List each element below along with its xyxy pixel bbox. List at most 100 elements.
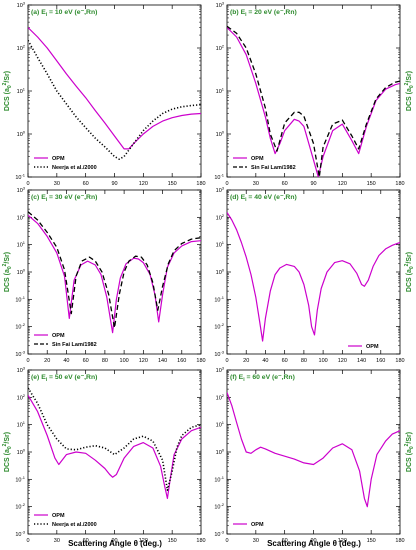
y-tick-label: 102 [17,44,26,53]
y-tick-exponent: 3 [222,186,225,191]
x-tick-label: 120 [139,181,148,187]
x-tick-label: 90 [111,538,117,544]
y-tick-base: 10 [214,325,220,331]
legend-label: OPM [251,522,264,528]
x-tick-label: 140 [158,358,167,364]
y-tick-exponent: 1 [23,87,26,92]
panel-title-prefix: (f) E [230,374,244,381]
y-axis-label-subscript: 0 [7,266,13,269]
y-tick-label: 100 [216,268,225,277]
y-tick-exponent: 3 [23,366,26,371]
x-tick-label: 90 [310,181,316,187]
y-axis-label: DCS (a02/Sr) [404,252,415,292]
panel-title: (c) Ei = 30 eV (e⁻,Rn) [31,194,97,203]
y-tick-label: 102 [216,44,225,53]
y-tick-exponent: 3 [23,186,26,191]
y-tick-base: 10 [17,215,23,221]
y-axis-label-prefix: DCS (a [4,88,11,111]
panel-title-prefix: (e) E [31,374,46,381]
y-tick-base: 10 [17,89,23,95]
y-tick-base: 10 [17,3,23,9]
panel-title: (e) Ei = 50 eV (e⁻,Rn) [31,374,97,383]
y-tick-label: 103 [17,366,26,375]
series-line-opm [227,212,400,342]
y-tick-label: 10-1 [15,475,25,484]
y-tick-base: 10 [17,188,23,194]
x-tick-label: 180 [395,538,404,544]
y-tick-base: 10 [216,215,222,221]
y-tick-base: 10 [15,532,21,538]
y-tick-exponent: -1 [21,173,25,178]
legend-label: OPM [251,156,264,162]
x-tick-label: 120 [338,538,347,544]
y-tick-label: 100 [17,130,26,139]
x-tick-label: 180 [196,181,205,187]
y-tick-base: 10 [17,395,23,401]
y-tick-base: 10 [216,132,222,138]
y-axis-label: DCS (a02/Sr) [2,432,13,472]
x-tick-label: 160 [376,358,385,364]
x-tick-label: 150 [367,181,376,187]
y-axis-label-prefix: DCS (a [406,449,413,472]
y-tick-base: 10 [214,297,220,303]
y-tick-label: 100 [216,130,225,139]
y-tick-label: 10-3 [15,530,25,539]
x-tick-label: 20 [44,358,50,364]
x-tick-label: 100 [319,358,328,364]
y-tick-label: 10-1 [15,295,25,304]
panel-title-subscript: i [46,377,48,383]
y-tick-label: 102 [216,213,225,222]
y-tick-exponent: 2 [222,393,225,398]
y-tick-label: 100 [17,268,26,277]
x-tick-label: 150 [367,538,376,544]
y-tick-base: 10 [214,175,220,181]
y-tick-exponent: 1 [222,87,225,92]
x-tick-label: 150 [168,538,177,544]
y-axis-label-subscript: 0 [7,85,13,88]
y-tick-label: 10-2 [214,322,224,331]
y-tick-exponent: 3 [23,1,26,6]
y-tick-exponent: 3 [222,366,225,371]
y-tick-base: 10 [15,352,21,358]
x-tick-label: 180 [196,538,205,544]
series-line-opm [227,27,400,177]
x-tick-label: 100 [120,358,129,364]
y-tick-exponent: 0 [23,268,26,273]
panel-title-suffix: = 50 eV (e⁻,Rn) [47,374,97,381]
y-axis-label-prefix: DCS (a [406,269,413,292]
y-tick-exponent: 1 [222,240,225,245]
y-axis-label-superscript: 2 [404,82,410,85]
panel-title-prefix: (b) E [230,9,246,16]
y-axis-label-prefix: DCS (a [406,88,413,111]
panel-title-subscript: i [243,377,245,383]
panel-title: (a) Ei = 10 eV (e⁻,Rn) [31,9,97,18]
y-tick-base: 10 [15,175,21,181]
y-tick-exponent: 1 [222,420,225,425]
x-tick-label: 60 [282,358,288,364]
x-axis-label-right: Scattering Angle θ (deg.) [267,539,361,548]
y-tick-base: 10 [17,423,23,429]
y-axis-label-superscript: 2 [2,82,8,85]
x-tick-label: 150 [168,181,177,187]
x-tick-label: 120 [139,538,148,544]
y-tick-base: 10 [17,450,23,456]
y-tick-base: 10 [17,132,23,138]
panel-title-prefix: (a) E [31,9,46,16]
y-tick-exponent: -1 [220,475,224,480]
y-tick-exponent: -2 [220,322,224,327]
y-tick-base: 10 [216,46,222,52]
y-tick-exponent: 2 [222,44,225,49]
panel-title-prefix: (c) E [31,194,46,201]
y-tick-label: 102 [17,393,26,402]
y-tick-exponent: -2 [220,502,224,507]
x-tick-label: 120 [338,181,347,187]
legend-label: Sin Fai Lam/1982 [52,342,97,348]
series-line-opm [227,392,400,508]
y-tick-base: 10 [214,477,220,483]
y-tick-label: 102 [216,393,225,402]
legend-label: OPM [52,333,65,339]
